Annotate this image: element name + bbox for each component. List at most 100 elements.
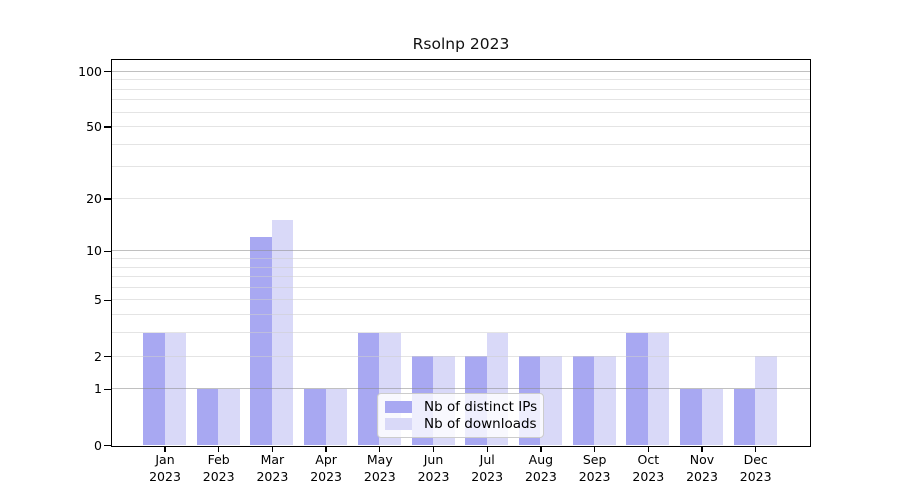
x-tick-month: Oct: [637, 452, 660, 467]
x-tick-mark: [701, 447, 703, 452]
y-tick-label: 5: [94, 292, 102, 308]
x-tick-mark: [164, 447, 166, 452]
x-tick-month: Apr: [315, 452, 337, 467]
y-tick-label: 1: [94, 381, 102, 397]
y-tick-mark: [104, 71, 111, 73]
x-tick-month: Sep: [582, 452, 607, 467]
x-tick-year: 2023: [149, 468, 181, 484]
grid-line-major: [112, 388, 810, 390]
x-tick-month: Jan: [155, 452, 175, 467]
x-tick-label: Mar 2023: [240, 452, 304, 485]
x-tick-mark: [325, 447, 327, 452]
x-tick-label: Jul 2023: [455, 452, 519, 485]
x-tick-mark: [540, 447, 542, 452]
x-tick-year: 2023: [578, 468, 611, 484]
x-tick-month: Dec: [743, 452, 768, 467]
x-tick-month: Jul: [479, 452, 495, 467]
grid-line-minor: [112, 258, 810, 259]
y-tick-mark: [104, 355, 111, 358]
y-tick-mark: [104, 388, 111, 391]
x-tick-month: Aug: [528, 452, 554, 467]
bar-downloads: [755, 356, 777, 445]
bar-distinct-ips: [572, 356, 595, 445]
bar-distinct-ips: [304, 388, 326, 445]
y-tick-mark: [104, 198, 111, 200]
grid-line-minor: [112, 166, 810, 168]
y-tick-label: 20: [86, 190, 102, 206]
x-tick-mark: [755, 447, 757, 452]
x-tick-label: Nov 2023: [670, 452, 734, 485]
x-tick-mark: [593, 447, 596, 452]
x-tick-year: 2023: [632, 468, 665, 484]
x-tick-label: May 2023: [348, 452, 412, 485]
x-tick-year: 2023: [739, 468, 772, 484]
y-tick-mark: [104, 299, 111, 302]
y-tick-mark: [104, 126, 111, 128]
y-tick-label: 50: [86, 119, 102, 135]
grid-line-minor: [112, 286, 810, 288]
x-tick-year: 2023: [524, 468, 557, 484]
bar-distinct-ips: [680, 388, 702, 445]
x-tick-label: Feb 2023: [187, 452, 251, 485]
bar-downloads: [218, 388, 240, 445]
y-tick-label: 0: [94, 437, 102, 453]
x-tick-label: Aug 2023: [509, 452, 573, 485]
x-tick-label: Jan 2023: [133, 452, 197, 485]
x-tick-year: 2023: [471, 468, 504, 484]
x-tick-label: Jun 2023: [402, 452, 466, 485]
x-tick-month: Feb: [207, 452, 230, 467]
x-tick-year: 2023: [686, 468, 718, 484]
grid-line-minor: [112, 88, 810, 90]
grid-line-major: [112, 70, 810, 72]
x-tick-month: Jun: [423, 452, 444, 467]
x-tick-label: Oct 2023: [616, 452, 680, 485]
x-tick-mark: [486, 447, 488, 452]
legend: Nb of distinct IPs Nb of downloads: [377, 393, 544, 438]
y-tick-mark: [104, 250, 111, 252]
x-tick-label: Dec 2023: [724, 452, 788, 485]
grid-line-minor: [112, 299, 810, 301]
y-tick-mark: [104, 444, 111, 447]
grid-line-minor: [112, 197, 810, 199]
x-tick-year: 2023: [256, 468, 289, 484]
grid-line-minor: [112, 99, 810, 101]
x-tick-month: Nov: [689, 452, 715, 467]
legend-swatch-downloads: [385, 418, 412, 431]
x-tick-mark: [218, 447, 220, 452]
x-tick-mark: [432, 447, 435, 452]
x-tick-mark: [379, 447, 381, 452]
x-tick-year: 2023: [310, 468, 342, 484]
bar-distinct-ips: [250, 237, 272, 445]
grid-line-major: [112, 250, 810, 252]
y-tick-label: 2: [94, 348, 102, 364]
x-tick-year: 2023: [202, 468, 235, 484]
y-tick-label: 100: [78, 63, 102, 79]
legend-label-distinct-ips: Nb of distinct IPs: [424, 398, 538, 415]
bar-downloads: [325, 388, 348, 445]
bar-distinct-ips: [733, 388, 756, 445]
grid-line-minor: [112, 266, 810, 268]
legend-row: Nb of distinct IPs: [378, 399, 543, 415]
x-tick-year: 2023: [417, 468, 450, 484]
bar-downloads: [540, 356, 562, 445]
y-tick-label: 10: [86, 243, 102, 259]
legend-swatch-distinct-ips: [385, 400, 412, 413]
grid-line-minor: [112, 314, 810, 316]
grid-line-minor: [112, 276, 810, 278]
x-tick-mark: [271, 447, 274, 452]
bar-downloads: [701, 388, 723, 445]
grid-line-minor: [112, 143, 810, 145]
chart-title: Rsolnp 2023: [412, 35, 510, 53]
x-tick-label: Sep 2023: [563, 452, 627, 485]
grid-line-minor: [112, 111, 810, 113]
grid-line-minor: [112, 355, 810, 357]
x-tick-month: Mar: [260, 452, 285, 467]
x-tick-mark: [647, 447, 649, 452]
grid-line-minor: [112, 332, 810, 334]
grid-line-minor: [112, 79, 810, 81]
legend-label-downloads: Nb of downloads: [424, 416, 537, 433]
x-tick-label: Apr 2023: [294, 452, 358, 485]
bar-downloads: [594, 356, 616, 445]
x-tick-year: 2023: [363, 468, 396, 484]
